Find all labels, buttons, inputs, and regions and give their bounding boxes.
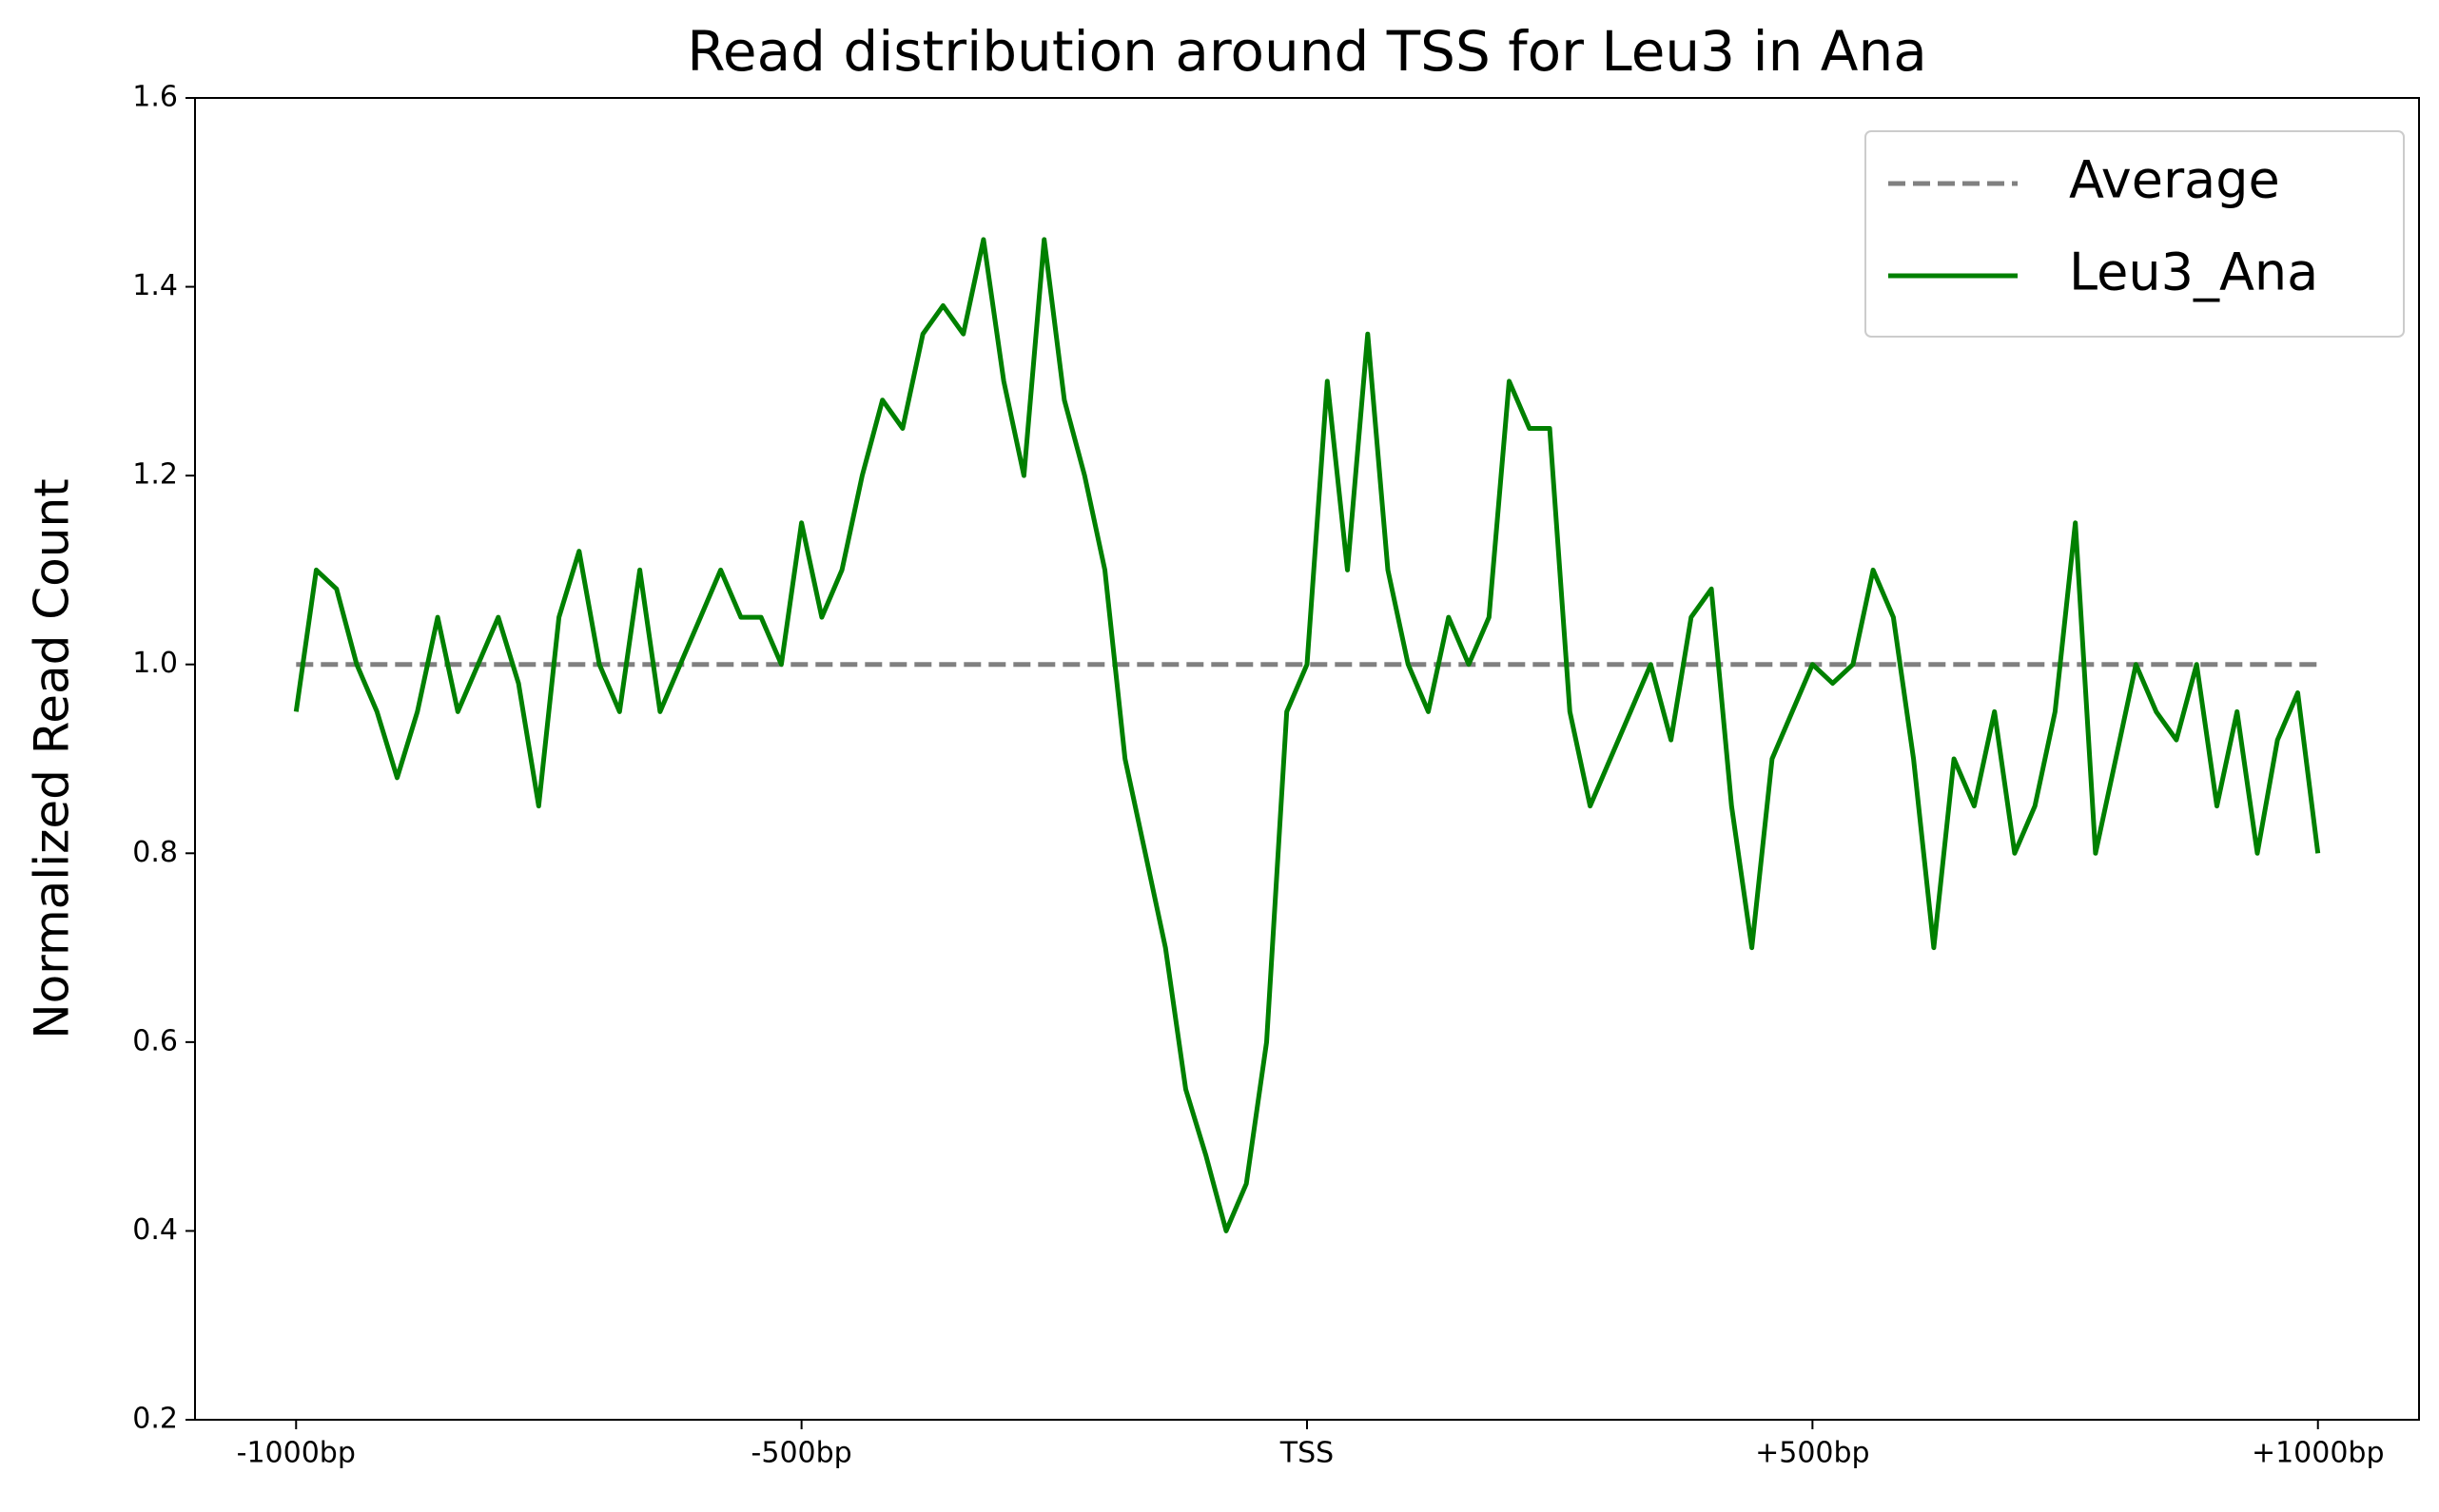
axes-frame bbox=[194, 97, 2420, 1421]
y-tick-label: 0.4 bbox=[132, 1213, 178, 1247]
legend-label: Leu3_Ana bbox=[2069, 242, 2318, 302]
y-tick-label: 1.6 bbox=[132, 81, 178, 114]
x-tick-label: -500bp bbox=[751, 1437, 852, 1470]
x-tick-label: TSS bbox=[1279, 1437, 1334, 1470]
x-tick-label: +500bp bbox=[1755, 1437, 1869, 1470]
y-tick-label: 1.4 bbox=[132, 269, 178, 302]
chart-title: Read distribution around TSS for Leu3 in… bbox=[687, 19, 1927, 84]
y-tick-label: 0.2 bbox=[132, 1403, 178, 1436]
x-tick-label: -1000bp bbox=[237, 1437, 356, 1470]
y-axis-label: Normalized Read Count bbox=[25, 478, 80, 1038]
line-series bbox=[293, 237, 2321, 1233]
legend-label: Average bbox=[2069, 150, 2280, 210]
x-tick-label: +1000bp bbox=[2252, 1437, 2385, 1470]
y-tick-label: 0.6 bbox=[132, 1024, 178, 1057]
y-tick-label: 0.8 bbox=[132, 836, 178, 869]
y-tick-label: 1.2 bbox=[132, 458, 178, 492]
y-tick-label: 1.0 bbox=[132, 647, 178, 680]
